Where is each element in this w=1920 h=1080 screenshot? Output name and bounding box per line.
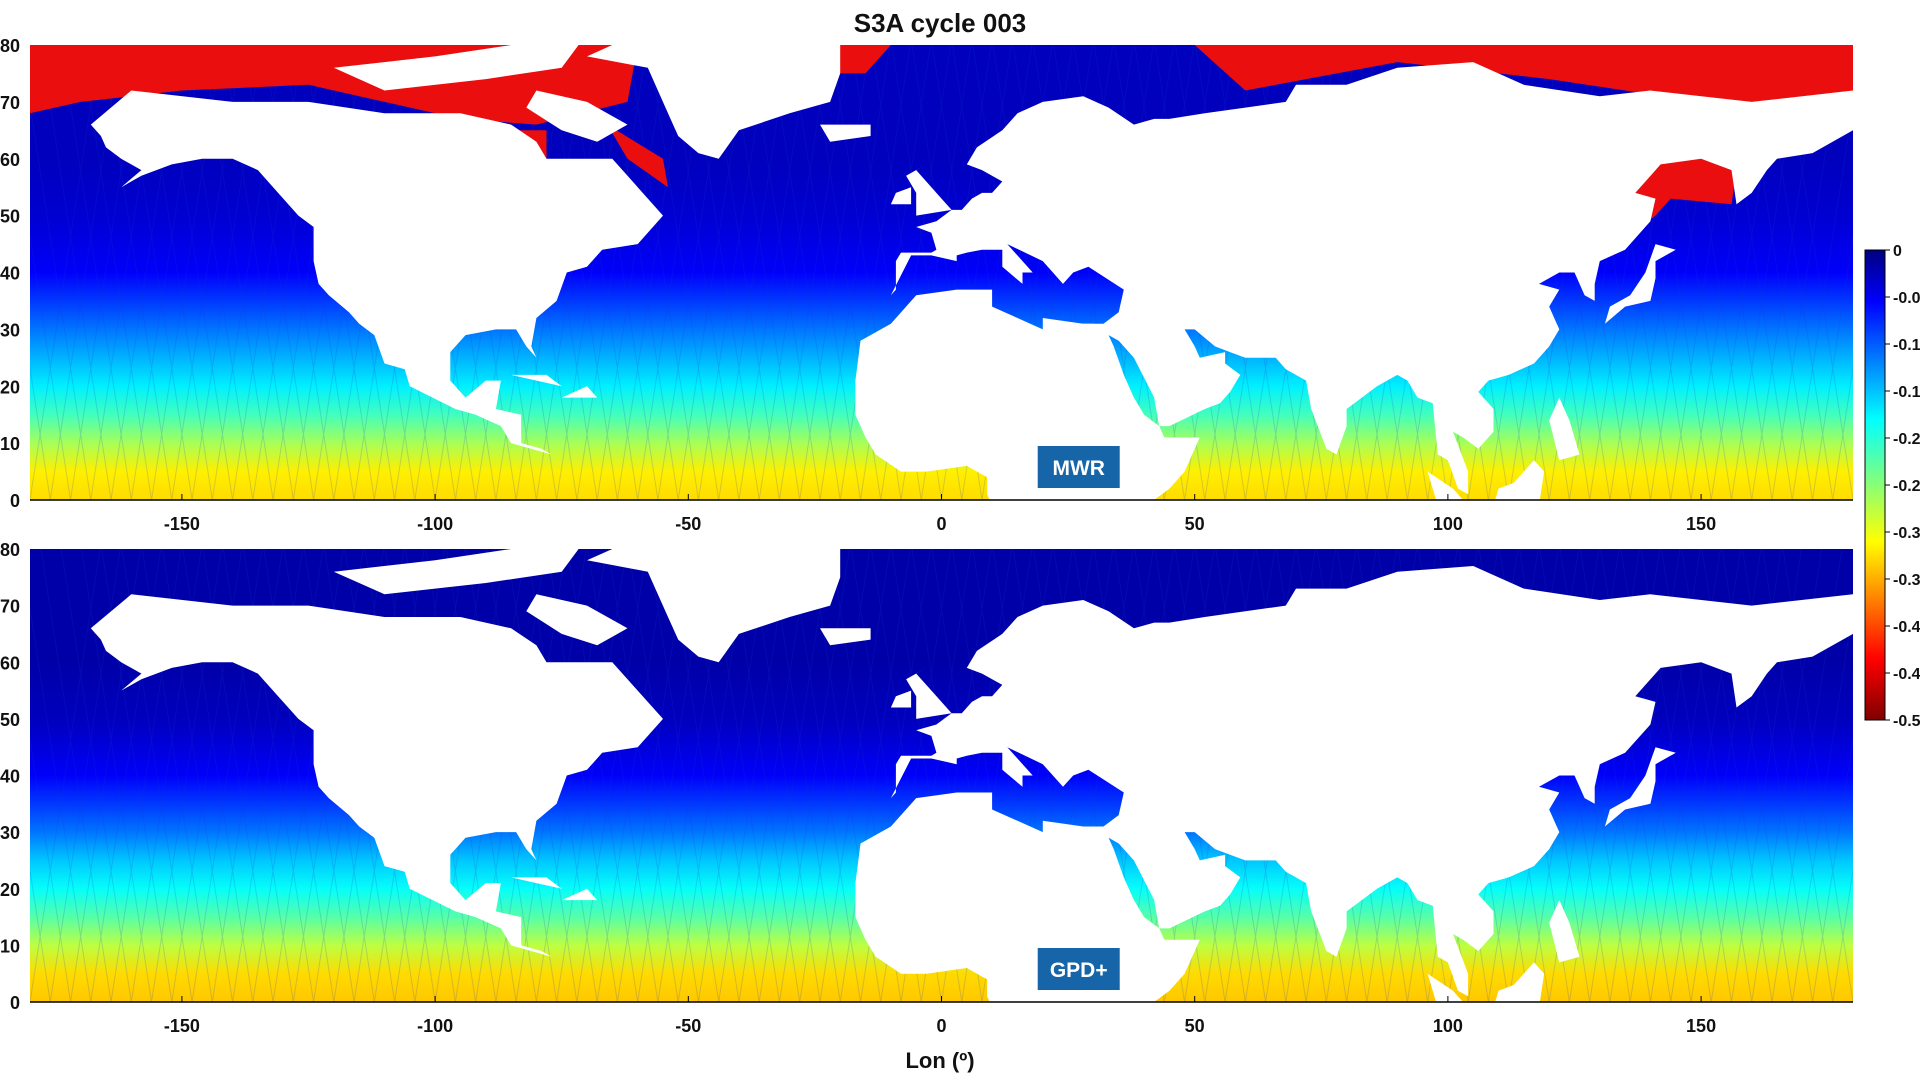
panel-label-badge [1037, 948, 1120, 990]
colorbar-tick-label: -0.2 [1893, 431, 1920, 448]
map-panel-gpd: 0 10 20 30 40 50 60 70 80 -150 -100 -50 0 50 100 150 GPD… [0, 540, 1853, 1036]
x-tick-label: -100 [417, 514, 453, 534]
y-tick-label: 70 [0, 93, 20, 113]
y-tick-label: 50 [0, 207, 20, 227]
x-tick-label: -100 [417, 1016, 453, 1036]
x-axis-label: Lon (º) [905, 1048, 974, 1073]
map-panel-mwr: 0 10 20 30 40 50 60 70 80 -150 -100 -50 0 50 100 150 MWR [0, 36, 1853, 534]
x-tick-label: 0 [936, 1016, 946, 1036]
colorbar-tick-label: -0.25 [1893, 478, 1920, 495]
y-tick-label: 70 [0, 597, 20, 617]
x-tick-label: 50 [1185, 1016, 1205, 1036]
panel-label: GPD+ [1050, 959, 1108, 982]
y-tick-label: 30 [0, 320, 20, 340]
land-mask [90, 45, 1853, 500]
y-tick-label: 20 [0, 880, 20, 900]
y-tick-label: 30 [0, 823, 20, 843]
y-tick-label: 60 [0, 150, 20, 170]
x-tick-label: 50 [1185, 514, 1205, 534]
x-tick-label: -150 [164, 1016, 200, 1036]
y-tick-label: 50 [0, 710, 20, 730]
y-tick-label: 20 [0, 377, 20, 397]
colorbar-tick-label: -0.3 [1893, 525, 1920, 542]
colorbar-tick-label: -0.1 [1893, 337, 1920, 354]
x-tick-label: 0 [936, 514, 946, 534]
panel-label-badge [1037, 446, 1120, 488]
x-tick-label: 150 [1686, 1016, 1716, 1036]
y-tick-label: 40 [0, 767, 20, 787]
colorbar-tick-label: -0.5 [1893, 713, 1920, 730]
y-tick-label: 60 [0, 653, 20, 673]
colorbar-ramp [1864, 249, 1886, 721]
x-tick-label: 150 [1686, 514, 1716, 534]
x-tick-label: -50 [675, 1016, 701, 1036]
y-tick-label: 80 [0, 36, 20, 56]
land-mask [90, 549, 1853, 1002]
chart-title: S3A cycle 003 [854, 8, 1027, 38]
y-tick-label: 80 [0, 540, 20, 560]
y-tick-label: 40 [0, 264, 20, 284]
y-tick-label: 10 [0, 434, 20, 454]
x-tick-label: -150 [164, 514, 200, 534]
colorbar-tick-label: -0.15 [1893, 384, 1920, 401]
y-tick-label: 0 [10, 993, 20, 1013]
x-tick-label: -50 [675, 514, 701, 534]
x-tick-label: 100 [1433, 514, 1463, 534]
colorbar-tick-label: -0.45 [1893, 666, 1920, 683]
colorbar-tick-label: 0 [1893, 243, 1902, 260]
colorbar-tick-label: -0.35 [1893, 572, 1920, 589]
colorbar: 0 -0.05 -0.1 -0.15 -0.2 -0.25 -0.3 -0.35 -0.4 -0.… [1864, 243, 1920, 730]
colorbar-tick-label: -0.4 [1893, 619, 1920, 636]
x-tick-label: 100 [1433, 1016, 1463, 1036]
y-tick-label: 10 [0, 936, 20, 956]
y-tick-label: 0 [10, 491, 20, 511]
panel-label: MWR [1052, 457, 1104, 480]
colorbar-tick-label: -0.05 [1893, 290, 1920, 307]
